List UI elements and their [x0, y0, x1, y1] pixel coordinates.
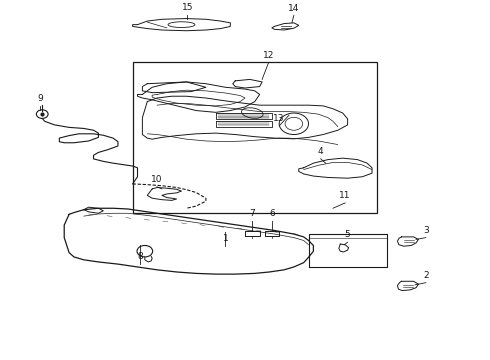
Text: 8: 8 — [137, 252, 143, 261]
Text: 4: 4 — [318, 147, 323, 156]
Text: 5: 5 — [345, 230, 350, 239]
Bar — [133, 62, 377, 212]
Text: 14: 14 — [288, 4, 299, 13]
Text: 12: 12 — [263, 51, 274, 60]
Text: 6: 6 — [269, 209, 275, 218]
Text: 1: 1 — [222, 234, 228, 243]
Text: 15: 15 — [182, 3, 193, 12]
Text: 2: 2 — [423, 271, 429, 280]
Text: 3: 3 — [423, 226, 429, 235]
Text: 13: 13 — [273, 114, 285, 123]
Text: 7: 7 — [249, 209, 255, 218]
Text: 11: 11 — [340, 191, 351, 200]
Text: 9: 9 — [37, 94, 43, 103]
Text: 10: 10 — [151, 175, 163, 184]
